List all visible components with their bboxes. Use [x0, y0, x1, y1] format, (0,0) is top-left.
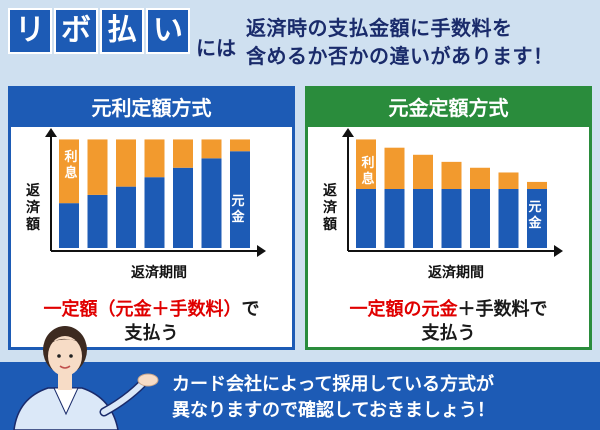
- y-label-ganri-3: 額: [25, 216, 40, 233]
- presenter-illustration: [0, 320, 170, 430]
- bar-principal-2: [385, 189, 405, 248]
- title-char-4: い: [146, 8, 190, 54]
- left-eye: [57, 354, 61, 358]
- bar-principal-4: [145, 177, 165, 248]
- bar-principal-6: [202, 158, 222, 248]
- chart-gankin: 返 済 額 返済期間 利 息 元 金: [308, 127, 589, 291]
- chart-ganri-bars: [59, 139, 250, 248]
- caption-ganri-line-1: 一定額（元金＋手数料）で: [11, 295, 292, 321]
- headline-line-1: 返済時の支払金額に手数料を: [246, 12, 513, 41]
- bar-principal-4: [442, 189, 462, 248]
- bar-interest-7: [230, 139, 250, 151]
- bar-interest-2: [88, 139, 108, 194]
- panel-ganri-title: 元利定額方式: [11, 89, 292, 127]
- x-label-gankin: 返済期間: [428, 264, 484, 281]
- footer-line-2: 異なりますので確認しておきましょう！: [172, 396, 495, 422]
- y-axis-arrow-ganri: [45, 128, 57, 137]
- chart-ganri: 返 済 額 返済期間 利 息 元 金: [11, 127, 292, 291]
- face: [48, 336, 82, 376]
- y-label-gankin-2: 済: [323, 199, 338, 216]
- title-suffix: には: [196, 32, 236, 61]
- chart-gankin-bars: [356, 139, 547, 248]
- panel-gankin: 元金定額方式 返 済 額 返済期間 利 息 元 金 一定額の元金＋手数料で 支払…: [305, 86, 592, 350]
- panel-gankin-title: 元金定額方式: [308, 89, 589, 127]
- interest-label-ganri-2: 息: [64, 165, 77, 181]
- open-hand: [138, 374, 158, 386]
- bar-interest-5: [173, 139, 193, 167]
- bar-principal-2: [88, 195, 108, 248]
- interest-label-gankin-2: 息: [361, 171, 374, 187]
- footer-line-1: カード会社によって採用している方式が: [172, 370, 494, 396]
- bar-principal-5: [173, 168, 193, 248]
- title-char-1: リ: [8, 8, 52, 54]
- x-axis-arrow-ganri: [257, 245, 266, 257]
- interest-label-ganri-1: 利: [64, 149, 77, 165]
- caption-ganri-red: 一定額（元金＋手数料）: [44, 299, 242, 320]
- caption-gankin-line-2: 支払う: [308, 319, 589, 345]
- principal-label-ganri-1: 元: [231, 194, 244, 209]
- bar-interest-3: [413, 155, 433, 189]
- right-eye: [69, 354, 73, 358]
- panel-ganri: 元利定額方式 返 済 額 返済期間 利 息 元 金 一定額（元金＋手数料）で 支…: [8, 86, 295, 350]
- interest-label-gankin-1: 利: [361, 155, 374, 171]
- title-char-2: ボ: [54, 8, 98, 54]
- bar-principal-1: [59, 203, 79, 248]
- caption-gankin-black: ＋手数料で: [458, 299, 548, 320]
- x-label-ganri: 返済期間: [131, 264, 187, 281]
- headline-line-2: 含めるか否かの違いがあります！: [246, 40, 554, 69]
- caption-ganri-black: で: [242, 299, 260, 320]
- x-axis-arrow-gankin: [554, 245, 563, 257]
- bar-interest-4: [145, 139, 165, 177]
- principal-label-ganri-2: 金: [230, 209, 245, 225]
- bar-interest-5: [470, 168, 490, 189]
- bar-interest-4: [442, 162, 462, 189]
- caption-gankin-line-1: 一定額の元金＋手数料で: [308, 295, 589, 321]
- caption-gankin-red: 一定額の元金: [350, 299, 458, 320]
- bar-principal-1: [356, 189, 376, 248]
- bar-principal-6: [499, 189, 519, 248]
- bar-principal-3: [116, 187, 136, 248]
- principal-label-gankin-2: 金: [527, 215, 542, 231]
- bar-interest-6: [202, 139, 222, 158]
- bar-interest-6: [499, 172, 519, 189]
- sleeve: [104, 384, 142, 412]
- bar-interest-7: [527, 182, 547, 189]
- y-label-gankin-3: 額: [322, 216, 337, 233]
- y-axis-arrow-gankin: [342, 128, 354, 137]
- bar-principal-3: [413, 189, 433, 248]
- y-label-ganri-1: 返: [26, 182, 40, 199]
- principal-label-gankin-1: 元: [528, 200, 541, 215]
- bar-principal-5: [470, 189, 490, 248]
- y-label-gankin-1: 返: [323, 182, 337, 199]
- title-char-3: 払: [100, 8, 144, 54]
- bar-interest-3: [116, 139, 136, 186]
- bar-interest-2: [385, 148, 405, 189]
- y-label-ganri-2: 済: [26, 199, 41, 216]
